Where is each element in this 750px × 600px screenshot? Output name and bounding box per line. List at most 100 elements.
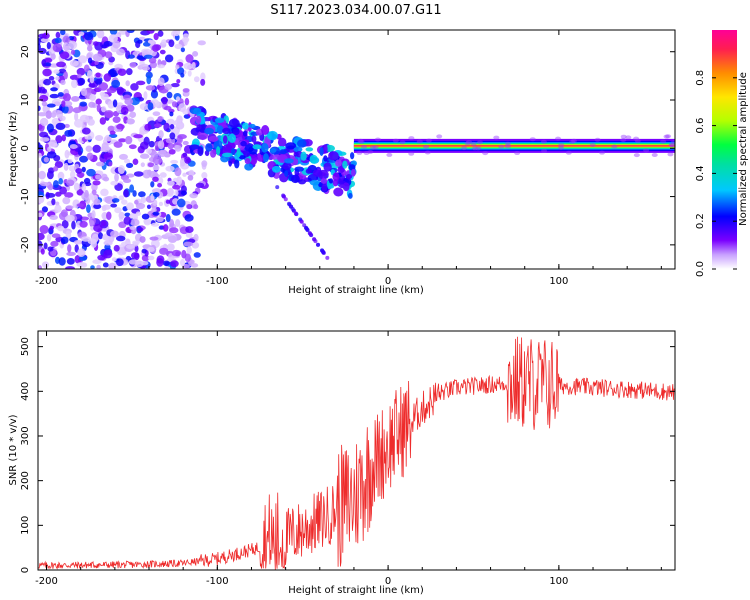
noise-blob <box>69 144 78 150</box>
noise-blob <box>134 244 139 253</box>
noise-blob <box>154 145 160 152</box>
noise-blob <box>128 144 137 150</box>
signal-blob <box>222 135 228 144</box>
x-tick-label: -100 <box>206 576 229 587</box>
noise-blob <box>62 196 71 205</box>
noise-blob <box>63 162 69 171</box>
noise-blob <box>147 255 155 261</box>
signal-blob <box>210 149 217 158</box>
noise-blob <box>191 61 196 70</box>
tone-blob <box>529 137 536 142</box>
noise-blob <box>73 239 83 245</box>
noise-blob <box>44 57 53 63</box>
noise-blob <box>167 235 178 243</box>
noise-blob <box>164 54 174 63</box>
noise-blob <box>152 176 159 182</box>
signal-blob <box>347 192 353 199</box>
noise-blob <box>60 79 66 86</box>
tone-blob <box>625 135 632 140</box>
noise-blob <box>66 258 75 265</box>
noise-blob <box>95 135 104 141</box>
noise-blob <box>143 54 153 59</box>
spectrogram-y-label: Frequency (Hz) <box>8 111 19 187</box>
signal-blob <box>232 128 240 136</box>
noise-blob <box>86 152 94 160</box>
noise-blob <box>184 214 194 222</box>
noise-blob <box>150 89 159 99</box>
noise-blob <box>129 111 137 118</box>
noise-blob <box>109 30 118 36</box>
colorbar-gradient <box>712 30 737 269</box>
noise-blob <box>77 55 88 64</box>
noise-blob <box>48 76 55 81</box>
noise-blob <box>38 105 41 112</box>
noise-blob <box>100 188 109 197</box>
noise-blob <box>115 235 126 242</box>
signal-blob <box>222 144 233 152</box>
noise-blob <box>158 201 164 207</box>
noise-blob <box>91 189 97 196</box>
signal-blob <box>290 174 300 184</box>
tone-blob <box>369 145 376 150</box>
colorbar-ticks: 0.0 0.2 0.4 0.6 0.8 <box>695 70 737 277</box>
noise-blob <box>68 40 78 50</box>
noise-blob <box>38 265 43 269</box>
noise-blob <box>146 148 153 154</box>
y-tick-label: -20 <box>20 237 31 253</box>
noise-blob <box>163 122 170 132</box>
noise-blob <box>46 233 52 242</box>
noise-blob <box>41 261 50 268</box>
noise-blob <box>164 83 173 90</box>
noise-blob <box>78 31 85 37</box>
noise-blob <box>85 145 93 152</box>
noise-blob <box>140 162 145 168</box>
colorbar-tick-label: 0.0 <box>695 261 706 277</box>
noise-blob <box>185 226 194 233</box>
noise-blob <box>165 232 173 237</box>
signal-blob <box>216 146 221 156</box>
noise-blob <box>182 172 187 177</box>
noise-blob <box>112 198 120 203</box>
signal-blob <box>222 127 231 135</box>
noise-blob <box>55 135 63 144</box>
noise-blob <box>98 232 104 240</box>
noise-blob <box>153 123 163 128</box>
noise-blob <box>95 161 105 167</box>
noise-blob <box>126 202 134 211</box>
noise-blob <box>180 190 188 196</box>
noise-blob <box>167 187 174 196</box>
tone-blob <box>620 137 627 142</box>
signal-blob <box>196 124 202 130</box>
x-tick-label: 0 <box>385 576 391 587</box>
tone-blob <box>599 150 606 155</box>
noise-blob <box>47 167 55 174</box>
noise-blob <box>117 68 127 76</box>
noise-blob <box>127 54 135 59</box>
noise-blob <box>93 203 102 210</box>
noise-blob <box>101 44 107 49</box>
noise-blob <box>89 93 97 101</box>
signal-blob <box>197 146 204 157</box>
signal-blob <box>236 147 241 158</box>
tail-blob <box>283 197 288 202</box>
x-tick-label: 100 <box>549 576 568 587</box>
noise-blob <box>92 259 102 265</box>
noise-blob <box>55 122 66 131</box>
noise-blob <box>156 257 164 267</box>
signal-blob <box>351 168 356 177</box>
noise-blob <box>152 164 160 171</box>
noise-blob <box>114 173 119 182</box>
tone-blob <box>367 150 374 155</box>
signal-blob <box>297 139 307 148</box>
noise-blob <box>189 193 198 199</box>
noise-blob <box>129 184 135 193</box>
noise-blob <box>159 172 167 178</box>
noise-blob <box>93 198 101 206</box>
noise-blob <box>141 248 147 254</box>
noise-blob <box>201 160 208 167</box>
noise-blob <box>71 220 76 230</box>
noise-blob <box>39 117 49 127</box>
noise-blob <box>76 203 84 208</box>
tone-blob <box>356 150 363 155</box>
noise-blob <box>133 134 143 139</box>
